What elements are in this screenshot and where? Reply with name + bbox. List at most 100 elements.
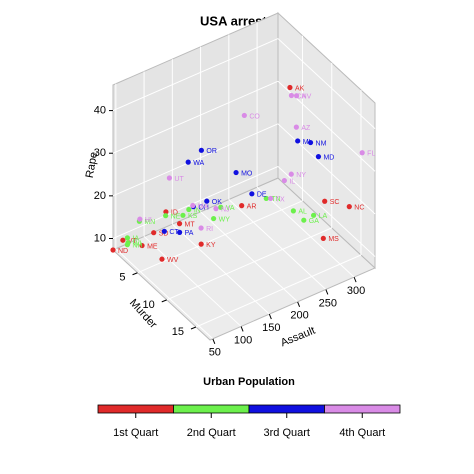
y-tick (190, 326, 197, 330)
grid-line (200, 211, 298, 303)
grid-line (277, 123, 376, 215)
grid-line (195, 254, 362, 328)
point-label: NV (302, 94, 312, 101)
y-tick (132, 272, 138, 276)
point (359, 150, 365, 156)
point-label: OK (212, 199, 222, 206)
point-label: FL (367, 151, 375, 158)
point (163, 209, 169, 215)
point-label: WA (193, 160, 204, 167)
point-label: IL (289, 178, 295, 185)
point-label: AK (295, 85, 305, 92)
point (124, 242, 130, 248)
x-tick (268, 313, 272, 320)
legend-label: 2nd Quart (187, 427, 236, 439)
point-label: MT (185, 221, 196, 228)
point (161, 228, 167, 234)
point (163, 213, 169, 219)
y-tick-label: 15 (172, 326, 184, 338)
point (110, 247, 116, 253)
legend-swatch (97, 404, 174, 414)
point-label: DE (257, 192, 267, 199)
point-label: TN (271, 196, 280, 203)
point (307, 139, 314, 146)
grid-line (171, 223, 270, 315)
grid-line (277, 166, 376, 257)
point-label: NH (132, 243, 142, 250)
x-tick-label: 250 (319, 297, 337, 309)
point (346, 204, 352, 210)
grid-line (115, 248, 214, 340)
y-tick-label: 5 (119, 272, 125, 284)
point-label: WV (167, 257, 179, 264)
point-label: NM (316, 140, 327, 147)
point-label: KY (206, 242, 216, 249)
point (159, 256, 165, 262)
point (288, 92, 295, 99)
legend-swatch (248, 404, 325, 414)
point (180, 212, 186, 218)
point (293, 93, 300, 99)
point-label: MD (323, 154, 334, 161)
grid-line (112, 80, 279, 154)
point-label: CT (169, 229, 179, 236)
point-label: OR (206, 148, 217, 155)
legend-swatch (173, 404, 250, 414)
point (233, 169, 239, 176)
grid-line (112, 166, 279, 239)
grid-line (256, 186, 355, 278)
point (204, 198, 210, 204)
point-label: LA (319, 213, 328, 220)
x-tick (212, 338, 216, 344)
point (120, 237, 126, 243)
point-label: MA (198, 203, 209, 210)
point (198, 241, 204, 247)
point-label: NJ (221, 206, 230, 213)
grid-line (112, 123, 279, 197)
y-tick-label: 10 (143, 299, 155, 311)
point (249, 191, 255, 197)
point-label: SC (330, 199, 340, 206)
point (190, 202, 196, 209)
z-tick-label: 40 (94, 104, 106, 116)
point-label: NE (171, 214, 181, 221)
point (177, 229, 183, 235)
point-label: MS (328, 236, 339, 243)
point (198, 225, 204, 231)
grid-line (277, 38, 376, 129)
point-label: WI (133, 241, 142, 248)
legend-label: 3rd Quart (264, 427, 310, 439)
point-label: HI (145, 217, 152, 224)
point-label: WY (219, 216, 231, 223)
x-tick-label: 50 (209, 347, 221, 359)
x-tick-label: 150 (262, 322, 280, 334)
z-axis-label: Rape (84, 151, 100, 179)
z-tick-label: 20 (94, 190, 106, 202)
x-tick (325, 289, 329, 295)
point-label: AL (298, 209, 307, 216)
point (295, 138, 301, 144)
point (185, 159, 191, 165)
point-label: GA (309, 218, 319, 225)
point-label: AZ (301, 125, 311, 132)
point (218, 204, 224, 210)
point-label: MI (303, 139, 311, 146)
point (287, 84, 293, 91)
point-label: CO (249, 113, 260, 120)
point-label: MO (241, 170, 253, 177)
point (176, 221, 183, 227)
point (293, 124, 299, 130)
grid-line (143, 236, 242, 327)
x-tick-label: 200 (290, 310, 308, 322)
point (124, 235, 130, 241)
point (213, 206, 219, 212)
point (315, 154, 322, 160)
x-tick (297, 301, 301, 307)
point (239, 203, 245, 209)
grid-line (228, 199, 327, 290)
point-label: ND (118, 248, 128, 255)
point-label: NC (354, 204, 364, 211)
point-label: VA (226, 205, 235, 212)
x-tick-label: 300 (347, 285, 365, 297)
